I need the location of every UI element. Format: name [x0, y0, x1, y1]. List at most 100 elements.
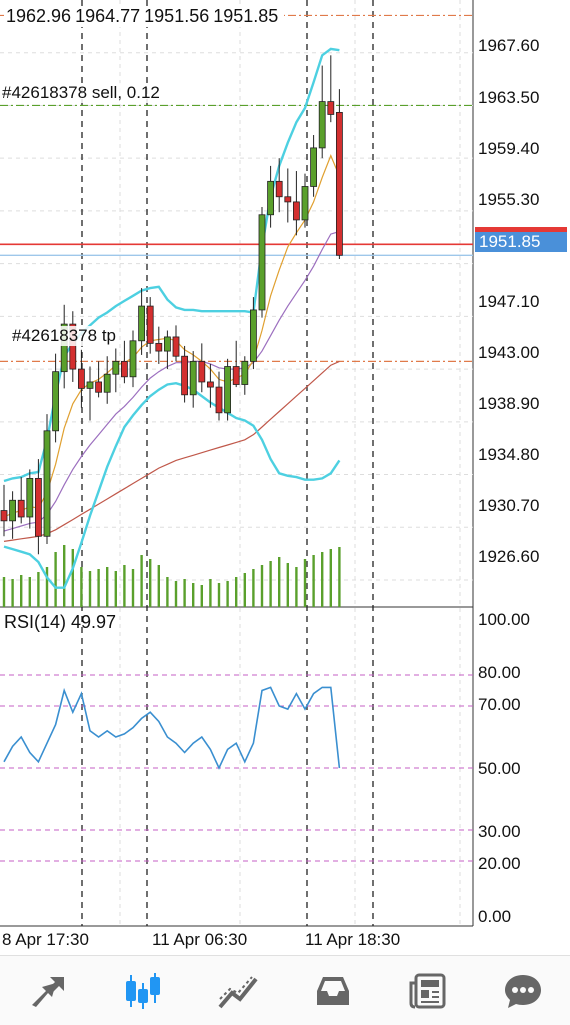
- ask-price-tag: [475, 227, 567, 233]
- candle-body: [310, 147, 318, 187]
- candle-body: [86, 381, 94, 389]
- ohlc-close: 1951.85: [213, 6, 279, 26]
- candle-body: [189, 360, 197, 396]
- candle-body: [121, 360, 128, 378]
- volume-bar: [226, 581, 229, 607]
- volume-bar: [140, 555, 143, 607]
- bollinger-upper-line: [3, 47, 340, 483]
- candles-icon: [125, 972, 160, 1009]
- price-chart[interactable]: [0, 0, 570, 955]
- volume-bar: [71, 549, 74, 607]
- candle-body: [95, 381, 102, 393]
- inbox-icon: [316, 976, 349, 1005]
- candle-body: [172, 336, 180, 357]
- volume-bar: [286, 563, 289, 607]
- candle-body: [232, 366, 240, 385]
- candle-body: [258, 214, 266, 311]
- volume-bar: [252, 569, 255, 607]
- price-tick: 1943.00: [478, 343, 540, 362]
- volume-bar: [166, 577, 169, 607]
- ohlc-readout: 1962.96 1964.77 1951.56 1951.85: [4, 6, 285, 27]
- volume-bar: [243, 573, 246, 607]
- candle-body: [155, 342, 163, 352]
- history-button[interactable]: [303, 961, 363, 1021]
- volume-bar: [338, 547, 341, 607]
- ma-slow-line: [3, 360, 340, 542]
- price-tick: 1926.60: [478, 547, 540, 566]
- price-tick: 1934.80: [478, 445, 540, 464]
- price-tick: 1930.70: [478, 496, 540, 515]
- candle-body: [241, 360, 249, 385]
- trend-icon: [217, 975, 258, 1008]
- candle-body: [249, 309, 257, 362]
- rsi-tick: 80.00: [478, 663, 521, 682]
- volume-bar: [192, 583, 195, 607]
- volume-bar: [183, 579, 186, 607]
- rsi-line: [3, 686, 341, 770]
- news-button[interactable]: [398, 961, 458, 1021]
- volume-bar: [20, 575, 23, 607]
- candle-body: [318, 101, 326, 149]
- volume-bar: [149, 559, 152, 607]
- volume-bar: [295, 567, 298, 607]
- messages-button[interactable]: [493, 961, 553, 1021]
- candle-body: [103, 373, 111, 393]
- rsi-tick: 70.00: [478, 695, 521, 714]
- volume-bar: [45, 567, 49, 607]
- price-tick: 1967.60: [478, 36, 540, 55]
- time-tick: 11 Apr 06:30: [152, 930, 248, 949]
- volume-bar: [88, 571, 92, 607]
- candle-body: [275, 180, 283, 198]
- volume-bar: [106, 567, 109, 607]
- sell-order-label[interactable]: #42618378 sell, 0.12: [2, 83, 160, 103]
- volume-bar: [278, 557, 281, 607]
- quotes-button[interactable]: [18, 961, 78, 1021]
- time-tick: 11 Apr 18:30: [305, 930, 401, 949]
- candle-body: [69, 323, 77, 370]
- candle-body: [198, 360, 206, 383]
- candle-body: [206, 381, 214, 388]
- price-tick: 1955.30: [478, 190, 540, 209]
- volume-bar: [217, 583, 221, 607]
- price-tick: 1947.10: [478, 292, 540, 311]
- ma-mid-line: [3, 230, 340, 532]
- ohlc-high: 1964.77: [75, 6, 141, 26]
- volume-bar: [269, 561, 272, 607]
- volume-bar: [329, 549, 332, 607]
- tp-order-label[interactable]: #42618378 tp: [12, 326, 116, 346]
- candle-body: [60, 323, 68, 373]
- volume-bar: [37, 572, 40, 607]
- volume-bar: [321, 552, 324, 607]
- rsi-tick: 0.00: [478, 907, 512, 926]
- bottom-toolbar: [0, 955, 570, 1025]
- current-price-tag: 1951.85: [475, 232, 567, 252]
- chat-icon: [504, 974, 541, 1008]
- candle-body: [284, 196, 292, 203]
- rsi-title: RSI(14) 49.97: [4, 612, 117, 632]
- candle-body: [215, 386, 223, 414]
- candle-body: [301, 186, 309, 221]
- volume-bar: [157, 565, 160, 607]
- trade-button[interactable]: [208, 961, 268, 1021]
- rsi-tick: 50.00: [478, 759, 521, 778]
- ma-fast-line: [3, 154, 340, 518]
- price-tick: 1959.40: [478, 139, 540, 158]
- chart-button[interactable]: [113, 961, 173, 1021]
- candle-body: [335, 111, 343, 256]
- time-tick: 8 Apr 17:30: [2, 930, 89, 949]
- candle-body: [52, 371, 59, 432]
- candle-body: [35, 477, 42, 537]
- ohlc-open: 1962.96: [6, 6, 72, 26]
- volume-bar: [303, 559, 307, 607]
- candle-body: [163, 336, 171, 352]
- volume-bar: [260, 565, 264, 607]
- volume-bar: [11, 579, 14, 607]
- volume-bar: [209, 579, 212, 607]
- volume-bar: [174, 581, 178, 607]
- candle-body: [292, 201, 300, 221]
- volume-bar: [114, 571, 117, 607]
- candle-body: [43, 430, 51, 537]
- volume-bar: [131, 569, 135, 607]
- candle-body: [17, 499, 25, 518]
- volume-bar: [235, 577, 238, 607]
